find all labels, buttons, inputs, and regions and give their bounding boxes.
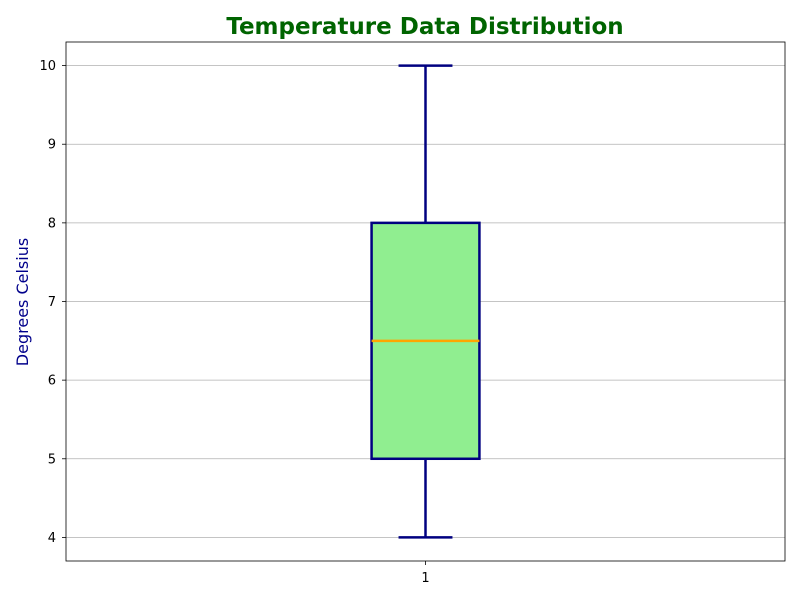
y-tick-label: 4 [48,531,56,546]
y-tick-label: 5 [48,452,56,467]
box-plot-series [370,64,481,539]
y-tick-label: 10 [39,59,56,74]
axes: 1 4 5 6 7 8 9 10 [39,41,786,586]
chart-title: Temperature Data Distribution [226,14,623,40]
y-tick-label: 7 [48,295,56,310]
x-tick-label: 1 [421,571,429,586]
y-tick-label: 6 [48,374,56,389]
y-axis-label: Degrees Celsius [13,238,32,366]
y-tick-label: 9 [48,138,56,153]
y-tick-label: 8 [48,216,56,231]
